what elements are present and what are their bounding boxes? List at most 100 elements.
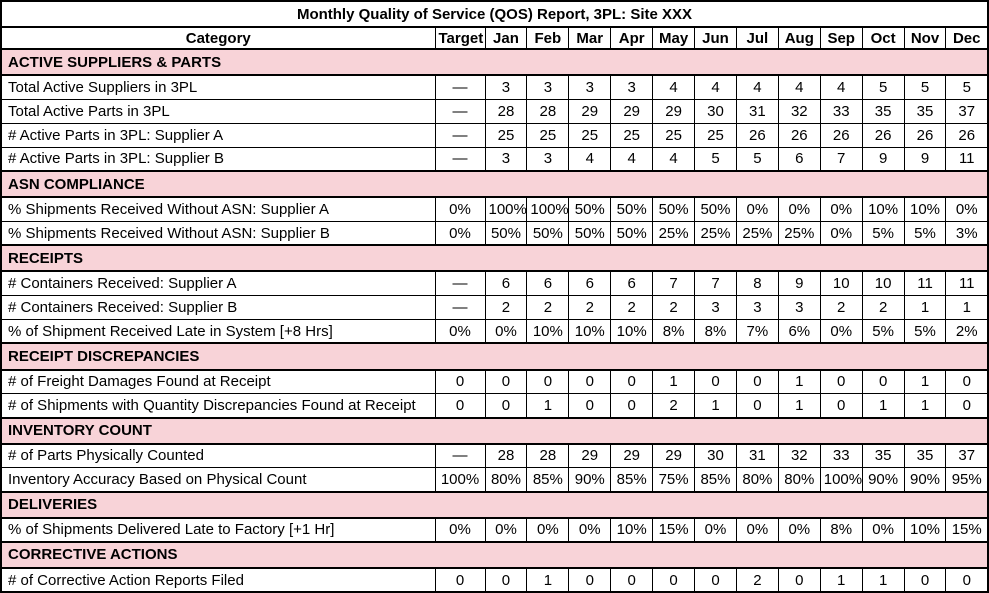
section-header-label: INVENTORY COUNT xyxy=(0,416,989,445)
value-cell-may: 1 xyxy=(652,369,696,395)
target-cell: — xyxy=(434,294,486,320)
value-cell-nov: 35 xyxy=(903,98,947,124)
value-cell-mar: 50% xyxy=(568,220,612,246)
value-cell-jul: 31 xyxy=(735,98,779,124)
value-cell-jul: 7% xyxy=(735,318,779,344)
table-row: # of Parts Physically Counted —28 28 29 29 29… xyxy=(0,443,989,469)
value-cell-apr: 10% xyxy=(610,318,654,344)
value-cell-mar: 0 xyxy=(568,369,612,395)
value-cell-nov: 5 xyxy=(903,74,947,100)
table-row: # Active Parts in 3PL: Supplier A —25 25 25… xyxy=(0,122,989,148)
value-cell-may: 4 xyxy=(652,74,696,100)
value-cell-sep: 26 xyxy=(819,122,863,148)
column-header-jun: Jun xyxy=(694,26,737,50)
value-cell-oct: 35 xyxy=(861,98,905,124)
category-cell: % Shipments Received Without ASN: Suppli… xyxy=(0,196,436,222)
category-cell: # of Freight Damages Found at Receipt xyxy=(0,369,436,395)
target-cell: — xyxy=(434,270,486,296)
section-header-label: ASN COMPLIANCE xyxy=(0,170,989,199)
column-header-sep: Sep xyxy=(819,26,863,50)
category-cell: % Shipments Received Without ASN: Suppli… xyxy=(0,220,436,246)
value-cell-aug: 4 xyxy=(777,74,821,100)
value-cell-jan: 6 xyxy=(484,270,528,296)
value-cell-oct: 2 xyxy=(861,294,905,320)
table-row: # Containers Received: Supplier A —6 6 6 6 7 7… xyxy=(0,270,989,296)
value-cell-jun: 25% xyxy=(694,220,737,246)
value-cell-jan: 0 xyxy=(484,393,528,419)
column-header-jul: Jul xyxy=(735,26,779,50)
target-cell: 0 xyxy=(434,369,486,395)
column-header-jan: Jan xyxy=(484,26,528,50)
section-header-row: CORRECTIVE ACTIONS xyxy=(0,540,989,570)
value-cell-jan: 0 xyxy=(484,567,528,593)
value-cell-aug: 0% xyxy=(777,196,821,222)
report-body: ACTIVE SUPPLIERS & PARTS Total Active Sup… xyxy=(0,47,989,593)
value-cell-aug: 26 xyxy=(777,122,821,148)
value-cell-oct: 10 xyxy=(861,270,905,296)
value-cell-nov: 5% xyxy=(903,220,947,246)
value-cell-sep: 0% xyxy=(819,318,863,344)
value-cell-jul: 4 xyxy=(735,74,779,100)
value-cell-mar: 10% xyxy=(568,318,612,344)
value-cell-mar: 0 xyxy=(568,393,612,419)
table-row: # of Corrective Action Reports Filed 0 0 1 0… xyxy=(0,567,989,593)
section-header-row: RECEIPT DISCREPANCIES xyxy=(0,342,989,371)
section-header-row: DELIVERIES xyxy=(0,490,989,519)
value-cell-nov: 1 xyxy=(903,369,947,395)
target-cell: 0 xyxy=(434,393,486,419)
category-cell: # Containers Received: Supplier B xyxy=(0,294,436,320)
category-cell: Total Active Suppliers in 3PL xyxy=(0,74,436,100)
value-cell-dec: 1 xyxy=(945,294,989,320)
value-cell-jan: 3 xyxy=(484,74,528,100)
report-title-row: Monthly Quality of Service (QOS) Report,… xyxy=(0,0,989,28)
category-cell: % of Shipment Received Late in System [+… xyxy=(0,318,436,344)
value-cell-feb: 25 xyxy=(526,122,570,148)
value-cell-aug: 6 xyxy=(777,146,821,172)
value-cell-dec: 26 xyxy=(945,122,989,148)
value-cell-may: 50% xyxy=(652,196,696,222)
target-cell: — xyxy=(434,443,486,469)
value-cell-oct: 5% xyxy=(861,220,905,246)
value-cell-sep: 10 xyxy=(819,270,863,296)
value-cell-may: 2 xyxy=(652,393,696,419)
value-cell-jan: 28 xyxy=(484,443,528,469)
value-cell-may: 25 xyxy=(652,122,696,148)
target-cell: 0% xyxy=(434,517,486,543)
value-cell-apr: 85% xyxy=(610,467,654,493)
category-cell: # of Shipments with Quantity Discrepanci… xyxy=(0,393,436,419)
value-cell-nov: 26 xyxy=(903,122,947,148)
value-cell-dec: 0 xyxy=(945,567,989,593)
value-cell-mar: 25 xyxy=(568,122,612,148)
target-cell: 0% xyxy=(434,220,486,246)
target-cell: — xyxy=(434,146,486,172)
value-cell-nov: 10% xyxy=(903,517,947,543)
value-cell-dec: 37 xyxy=(945,443,989,469)
value-cell-jun: 30 xyxy=(694,98,737,124)
value-cell-apr: 3 xyxy=(610,74,654,100)
value-cell-jul: 0 xyxy=(735,369,779,395)
section-header-label: RECEIPT DISCREPANCIES xyxy=(0,342,989,371)
target-cell: 0 xyxy=(434,567,486,593)
value-cell-may: 2 xyxy=(652,294,696,320)
column-header-mar: Mar xyxy=(568,26,612,50)
value-cell-dec: 2% xyxy=(945,318,989,344)
value-cell-dec: 5 xyxy=(945,74,989,100)
value-cell-aug: 0 xyxy=(777,567,821,593)
value-cell-may: 7 xyxy=(652,270,696,296)
value-cell-oct: 90% xyxy=(861,467,905,493)
value-cell-jan: 100% xyxy=(484,196,528,222)
column-header-may: May xyxy=(652,26,696,50)
category-cell: Total Active Parts in 3PL xyxy=(0,98,436,124)
value-cell-jul: 8 xyxy=(735,270,779,296)
target-cell: 0% xyxy=(434,196,486,222)
value-cell-nov: 10% xyxy=(903,196,947,222)
value-cell-sep: 4 xyxy=(819,74,863,100)
value-cell-sep: 33 xyxy=(819,98,863,124)
value-cell-oct: 9 xyxy=(861,146,905,172)
value-cell-feb: 1 xyxy=(526,567,570,593)
value-cell-feb: 28 xyxy=(526,443,570,469)
value-cell-aug: 1 xyxy=(777,369,821,395)
value-cell-mar: 0% xyxy=(568,517,612,543)
